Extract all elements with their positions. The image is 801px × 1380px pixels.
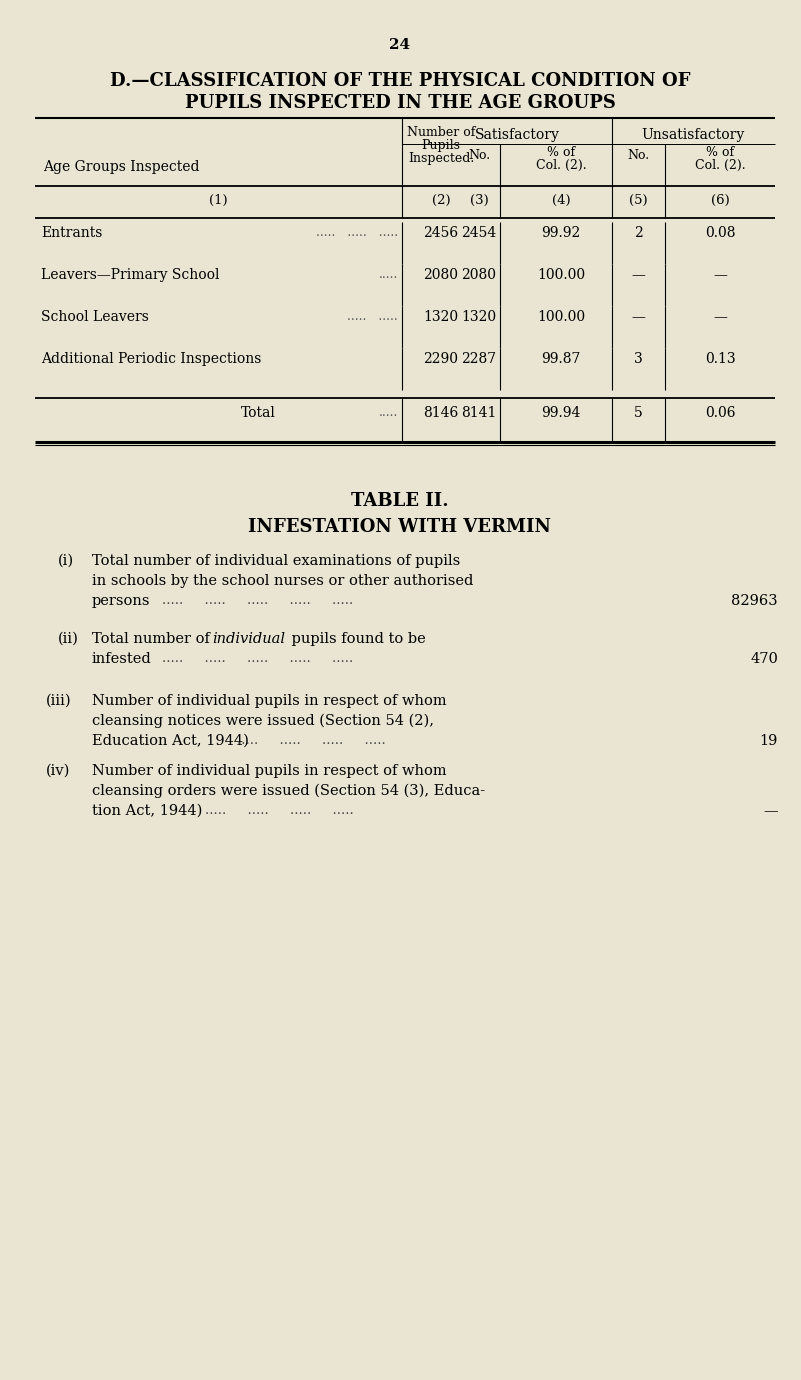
- Text: Number of individual pupils in respect of whom: Number of individual pupils in respect o…: [92, 765, 447, 778]
- Text: 99.92: 99.92: [541, 226, 581, 240]
- Text: 100.00: 100.00: [537, 268, 585, 282]
- Text: 2290: 2290: [424, 352, 458, 366]
- Text: 82963: 82963: [731, 593, 778, 609]
- Text: (1): (1): [209, 195, 227, 207]
- Text: 99.94: 99.94: [541, 406, 581, 420]
- Text: 470: 470: [750, 651, 778, 667]
- Text: School Leavers: School Leavers: [41, 310, 149, 324]
- Text: .....     .....     .....     .....: ..... ..... ..... .....: [205, 805, 354, 817]
- Text: (3): (3): [469, 195, 489, 207]
- Text: 2454: 2454: [461, 226, 497, 240]
- Text: (6): (6): [710, 195, 730, 207]
- Text: —: —: [713, 268, 727, 282]
- Text: Total: Total: [240, 406, 276, 420]
- Text: .....     .....     .....     .....     .....: ..... ..... ..... ..... .....: [162, 651, 353, 665]
- Text: tion Act, 1944): tion Act, 1944): [92, 805, 203, 818]
- Text: PUPILS INSPECTED IN THE AGE GROUPS: PUPILS INSPECTED IN THE AGE GROUPS: [184, 94, 615, 112]
- Text: 5: 5: [634, 406, 642, 420]
- Text: infested: infested: [92, 651, 151, 667]
- Text: Unsatisfactory: Unsatisfactory: [642, 128, 745, 142]
- Text: (5): (5): [629, 195, 647, 207]
- Text: Total number of individual examinations of pupils: Total number of individual examinations …: [92, 553, 461, 569]
- Text: Education Act, 1944): Education Act, 1944): [92, 734, 249, 748]
- Text: —: —: [763, 805, 778, 818]
- Text: .....   .....: ..... .....: [348, 310, 398, 323]
- Text: cleansing orders were issued (Section 54 (3), Educa-: cleansing orders were issued (Section 54…: [92, 784, 485, 799]
- Text: .....     .....     .....     .....: ..... ..... ..... .....: [237, 734, 386, 747]
- Text: Col. (2).: Col. (2).: [694, 159, 745, 172]
- Text: D.—CLASSIFICATION OF THE PHYSICAL CONDITION OF: D.—CLASSIFICATION OF THE PHYSICAL CONDIT…: [110, 72, 690, 90]
- Text: 2080: 2080: [461, 268, 497, 282]
- Text: 1320: 1320: [461, 310, 497, 324]
- Text: .....: .....: [379, 268, 398, 282]
- Text: cleansing notices were issued (Section 54 (2),: cleansing notices were issued (Section 5…: [92, 713, 434, 729]
- Text: 2080: 2080: [424, 268, 458, 282]
- Text: Additional Periodic Inspections: Additional Periodic Inspections: [41, 352, 261, 366]
- Text: 19: 19: [759, 734, 778, 748]
- Text: 2: 2: [634, 226, 642, 240]
- Text: .....   .....   .....: ..... ..... .....: [316, 226, 398, 239]
- Text: Number of individual pupils in respect of whom: Number of individual pupils in respect o…: [92, 694, 447, 708]
- Text: (ii): (ii): [58, 632, 78, 646]
- Text: individual: individual: [212, 632, 285, 646]
- Text: 24: 24: [389, 39, 411, 52]
- Text: (2): (2): [432, 195, 450, 207]
- Text: Pupils: Pupils: [421, 139, 461, 152]
- Text: Total number of: Total number of: [92, 632, 215, 646]
- Text: .....     .....     .....     .....     .....: ..... ..... ..... ..... .....: [162, 593, 353, 607]
- Text: No.: No.: [627, 149, 649, 161]
- Text: 8146: 8146: [424, 406, 459, 420]
- Text: —: —: [713, 310, 727, 324]
- Text: 3: 3: [634, 352, 642, 366]
- Text: 2287: 2287: [461, 352, 497, 366]
- Text: Number of: Number of: [407, 126, 475, 139]
- Text: Inspected.: Inspected.: [408, 152, 474, 166]
- Text: persons: persons: [92, 593, 151, 609]
- Text: Col. (2).: Col. (2).: [536, 159, 586, 172]
- Text: Satisfactory: Satisfactory: [474, 128, 559, 142]
- Text: INFESTATION WITH VERMIN: INFESTATION WITH VERMIN: [248, 518, 552, 535]
- Text: —: —: [631, 310, 645, 324]
- Text: —: —: [631, 268, 645, 282]
- Text: 0.08: 0.08: [705, 226, 735, 240]
- Text: .....: .....: [379, 406, 398, 420]
- Text: pupils found to be: pupils found to be: [287, 632, 426, 646]
- Text: 100.00: 100.00: [537, 310, 585, 324]
- Text: (i): (i): [58, 553, 74, 569]
- Text: Leavers—Primary School: Leavers—Primary School: [41, 268, 219, 282]
- Text: 8141: 8141: [461, 406, 497, 420]
- Text: (iii): (iii): [46, 694, 71, 708]
- Text: TABLE II.: TABLE II.: [351, 493, 449, 511]
- Text: Entrants: Entrants: [41, 226, 103, 240]
- Text: 1320: 1320: [424, 310, 458, 324]
- Text: 2456: 2456: [424, 226, 458, 240]
- Text: % of: % of: [547, 146, 575, 159]
- Text: 0.13: 0.13: [705, 352, 735, 366]
- Text: (4): (4): [552, 195, 570, 207]
- Text: % of: % of: [706, 146, 734, 159]
- Text: Age Groups Inspected: Age Groups Inspected: [43, 160, 199, 174]
- Text: 99.87: 99.87: [541, 352, 581, 366]
- Text: 0.06: 0.06: [705, 406, 735, 420]
- Text: No.: No.: [468, 149, 490, 161]
- Text: in schools by the school nurses or other authorised: in schools by the school nurses or other…: [92, 574, 473, 588]
- Text: (iv): (iv): [46, 765, 70, 778]
